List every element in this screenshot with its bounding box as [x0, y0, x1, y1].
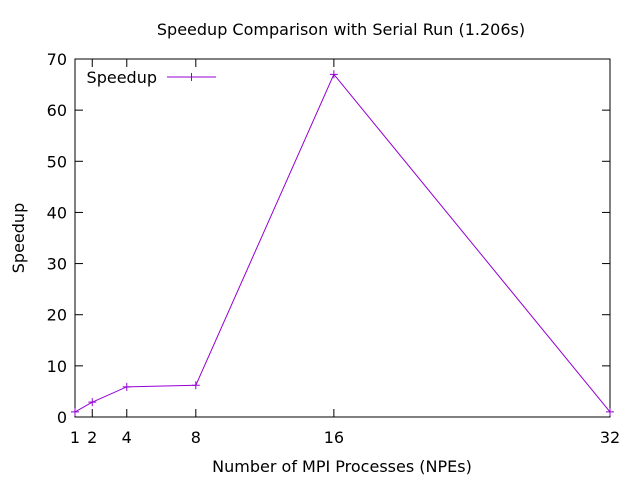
y-tick-label: 0 [57, 408, 67, 427]
data-point [329, 70, 338, 79]
y-tick-label: 40 [47, 203, 67, 222]
y-tick-label: 50 [47, 152, 67, 171]
legend-marker [187, 73, 196, 81]
series-layer [71, 70, 614, 416]
chart-title: Speedup Comparison with Serial Run (1.20… [157, 20, 525, 39]
data-point [122, 382, 131, 391]
y-tick-label: 70 [47, 50, 67, 69]
data-point [606, 407, 614, 416]
y-axis-label: Speedup [9, 203, 28, 273]
x-tick-label: 2 [87, 428, 97, 447]
x-tick-label: 32 [600, 428, 620, 447]
data-point [191, 381, 200, 390]
legend-label: Speedup [87, 68, 157, 87]
x-tick-label: 8 [191, 428, 201, 447]
data-point [71, 407, 79, 416]
data-point [88, 398, 97, 407]
y-tick-label: 60 [47, 101, 67, 120]
x-axis-label: Number of MPI Processes (NPEs) [212, 457, 472, 476]
y-tick-label: 10 [47, 357, 67, 376]
y-tick-label: 20 [47, 306, 67, 325]
legend: Speedup [87, 68, 216, 87]
y-tick-label: 30 [47, 255, 67, 274]
y-axis: 0 10 20 30 40 50 60 70 [47, 50, 610, 427]
series-line-speedup [74, 73, 611, 413]
plot-frame [74, 58, 611, 418]
x-tick-label: 4 [122, 428, 132, 447]
x-tick-label: 16 [324, 428, 344, 447]
x-axis: 1 2 4 8 16 32 [70, 59, 620, 447]
x-tick-label: 1 [70, 428, 80, 447]
